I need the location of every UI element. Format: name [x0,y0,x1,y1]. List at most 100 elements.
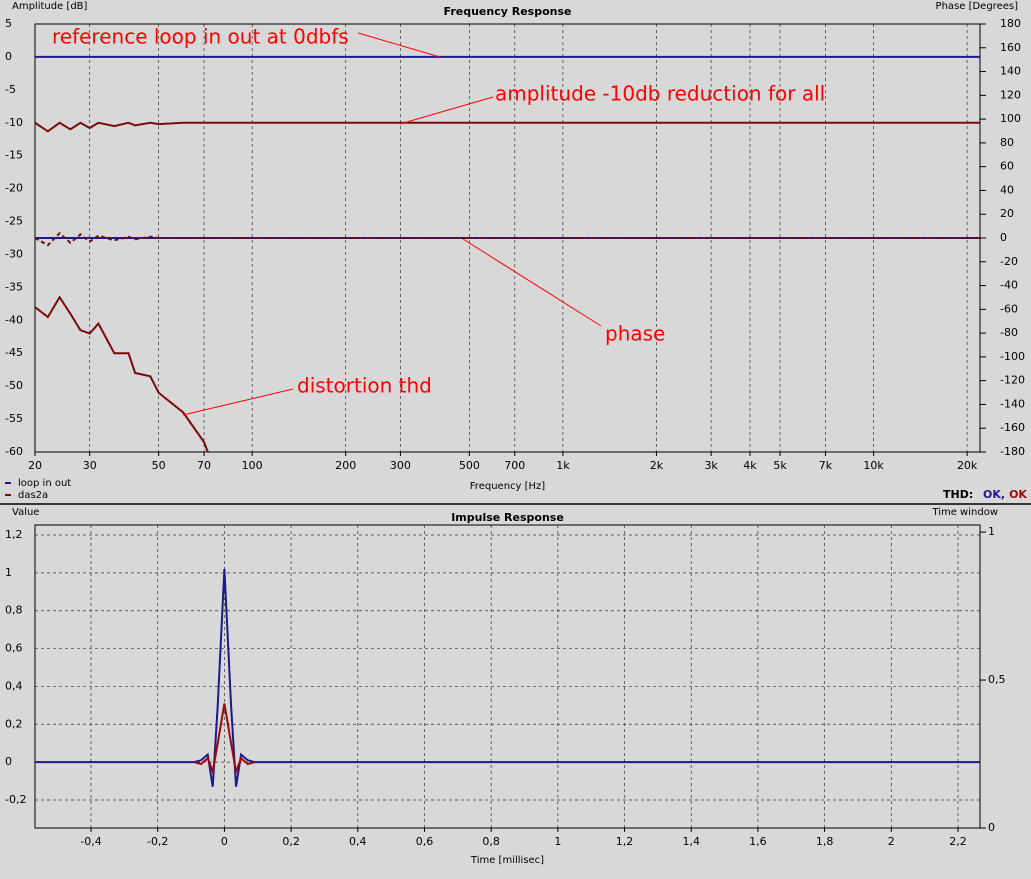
y-tick-label: 0 [5,50,12,63]
annotation-arrow [357,32,441,58]
annotation: amplitude -10db reduction for all [495,82,825,106]
y-tick-label: -15 [5,149,23,162]
x-tick-label: 1k [556,459,570,472]
y2-tick-label: 100 [1000,112,1021,125]
chart-title: Frequency Response [444,5,572,18]
y-tick-label: 0,6 [5,642,23,655]
y2-tick-label: 1 [988,525,995,538]
y-tick-label: -45 [5,346,23,359]
annotation: phase [605,322,665,346]
y-tick-label: 0 [5,755,12,768]
y2-tick-label: -120 [1000,374,1025,387]
y-tick-label: 0,4 [5,679,23,692]
y2-tick-label: 20 [1000,207,1014,220]
x-tick-label: -0,2 [147,835,168,848]
legend-label: loop in out [18,478,71,489]
y-tick-label: 0,2 [5,717,23,730]
y-tick-label: -20 [5,182,23,195]
y2-tick-label: 60 [1000,160,1014,173]
y2-tick-label: -140 [1000,397,1025,410]
y-tick-label: -30 [5,247,23,260]
y2-tick-label: -40 [1000,279,1018,292]
y-tick-label: -40 [5,313,23,326]
y2-tick-label: 40 [1000,183,1014,196]
x-tick-label: 7k [819,459,833,472]
y2-tick-label: -180 [1000,445,1025,458]
thd-label: THD: [943,488,973,501]
x-tick-label: 200 [335,459,356,472]
y-tick-label: 5 [5,17,12,30]
y2-tick-label: 160 [1000,41,1021,54]
y-tick-label: -60 [5,445,23,458]
y-tick-label: -55 [5,412,23,425]
annotation-arrow [399,96,494,125]
x-tick-label: 0,4 [349,835,367,848]
x-tick-label: 2,2 [949,835,967,848]
x-tick-label: 100 [242,459,263,472]
y2-tick-label: 120 [1000,88,1021,101]
y-axis-title: Value [12,507,39,518]
x-tick-label: 1,4 [682,835,700,848]
thd-status: OK [1009,488,1027,501]
x-tick-label: 0,6 [416,835,434,848]
x-tick-label: -0,4 [80,835,101,848]
chart-title: Impulse Response [451,511,564,524]
x-tick-label: 20 [28,459,42,472]
y-tick-label: 0,8 [5,604,23,617]
y2-tick-label: -100 [1000,350,1025,363]
x-tick-label: 30 [83,459,97,472]
x-tick-label: 700 [504,459,525,472]
y2-tick-label: 180 [1000,17,1021,30]
x-tick-label: 10k [863,459,884,472]
y2-tick-label: 0 [988,821,995,834]
x-tick-label: 5k [773,459,787,472]
y2-tick-label: -20 [1000,255,1018,268]
x-tick-label: 2k [650,459,664,472]
y2-tick-label: 0 [1000,231,1007,244]
x-tick-label: 0,2 [282,835,300,848]
y2-tick-label: 0,5 [988,673,1006,686]
annotation-arrow [182,388,294,416]
y-tick-label: 1 [5,566,12,579]
x-tick-label: 70 [197,459,211,472]
y2-tick-label: -160 [1000,421,1025,434]
y-axis-title: Amplitude [dB] [12,1,88,12]
x-tick-label: 4k [743,459,757,472]
annotation: distortion thd [297,374,432,398]
x-tick-label: 50 [152,459,166,472]
x-tick-label: 1,8 [816,835,834,848]
x-tick-label: 0 [221,835,228,848]
x-tick-label: 0,8 [482,835,500,848]
y-tick-label: -10 [5,116,23,129]
series-line [34,231,980,247]
x-tick-label: 500 [459,459,480,472]
x-axis-title: Frequency [Hz] [470,481,546,492]
x-tick-label: 1,2 [616,835,634,848]
annotation: reference loop in out at 0dbfs [52,25,349,49]
x-tick-label: 300 [390,459,411,472]
plot-frame [34,524,981,829]
thd-status: OK, [983,488,1005,501]
y-tick-label: -5 [5,83,16,96]
y2-tick-label: 140 [1000,65,1021,78]
x-axis-title: Time [millisec] [470,855,544,866]
legend-label: das2a [18,490,48,501]
x-tick-label: 1,6 [749,835,767,848]
y-tick-label: -0,2 [5,793,26,806]
y2-tick-label: -80 [1000,326,1018,339]
y-tick-label: 1,2 [5,528,23,541]
series-line [34,121,980,133]
x-tick-label: 1 [554,835,561,848]
y2-tick-label: -60 [1000,302,1018,315]
y2-axis-title: Time window [931,507,998,518]
series-line [35,569,980,787]
series-line [34,295,209,453]
series-line [194,703,255,776]
y2-tick-label: 80 [1000,136,1014,149]
y-tick-label: -35 [5,280,23,293]
x-tick-label: 2 [888,835,895,848]
y-tick-label: -25 [5,215,23,228]
y-tick-label: -50 [5,379,23,392]
